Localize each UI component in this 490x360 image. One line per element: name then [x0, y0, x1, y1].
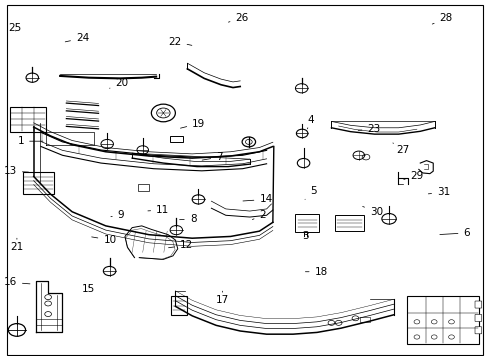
FancyBboxPatch shape — [23, 172, 54, 194]
Text: 29: 29 — [404, 171, 424, 181]
Text: 6: 6 — [440, 228, 470, 238]
Text: 20: 20 — [110, 78, 128, 88]
Text: 15: 15 — [82, 284, 96, 294]
FancyBboxPatch shape — [171, 296, 187, 315]
Text: 30: 30 — [363, 207, 383, 217]
Text: 16: 16 — [3, 277, 30, 287]
FancyBboxPatch shape — [475, 314, 482, 321]
FancyBboxPatch shape — [295, 213, 319, 232]
Text: 14: 14 — [243, 194, 272, 204]
Text: 28: 28 — [432, 13, 453, 24]
Text: 22: 22 — [169, 37, 192, 47]
Text: 26: 26 — [228, 13, 248, 23]
Text: 7: 7 — [202, 152, 223, 162]
Text: 1: 1 — [18, 136, 43, 146]
FancyBboxPatch shape — [335, 215, 364, 231]
Text: 31: 31 — [428, 187, 450, 197]
Text: 3: 3 — [303, 231, 309, 242]
Text: 10: 10 — [92, 235, 117, 245]
Text: 23: 23 — [358, 124, 381, 134]
FancyBboxPatch shape — [407, 296, 479, 344]
Text: 21: 21 — [10, 238, 24, 252]
Text: 13: 13 — [3, 166, 28, 176]
FancyBboxPatch shape — [475, 301, 482, 308]
FancyBboxPatch shape — [475, 327, 482, 334]
FancyBboxPatch shape — [360, 316, 370, 322]
Text: 9: 9 — [111, 210, 124, 220]
Text: 4: 4 — [307, 115, 314, 129]
Text: 2: 2 — [252, 210, 266, 220]
Text: 17: 17 — [216, 291, 229, 305]
Text: 24: 24 — [65, 33, 89, 43]
Text: 19: 19 — [180, 118, 205, 129]
FancyBboxPatch shape — [10, 107, 46, 132]
Text: 11: 11 — [148, 205, 170, 215]
FancyBboxPatch shape — [138, 184, 149, 191]
FancyBboxPatch shape — [170, 136, 183, 142]
Text: 25: 25 — [8, 23, 21, 33]
Text: 5: 5 — [305, 186, 317, 199]
Text: 27: 27 — [393, 143, 410, 155]
Text: 18: 18 — [305, 267, 328, 277]
Text: 12: 12 — [169, 240, 194, 250]
Text: 8: 8 — [179, 214, 196, 224]
